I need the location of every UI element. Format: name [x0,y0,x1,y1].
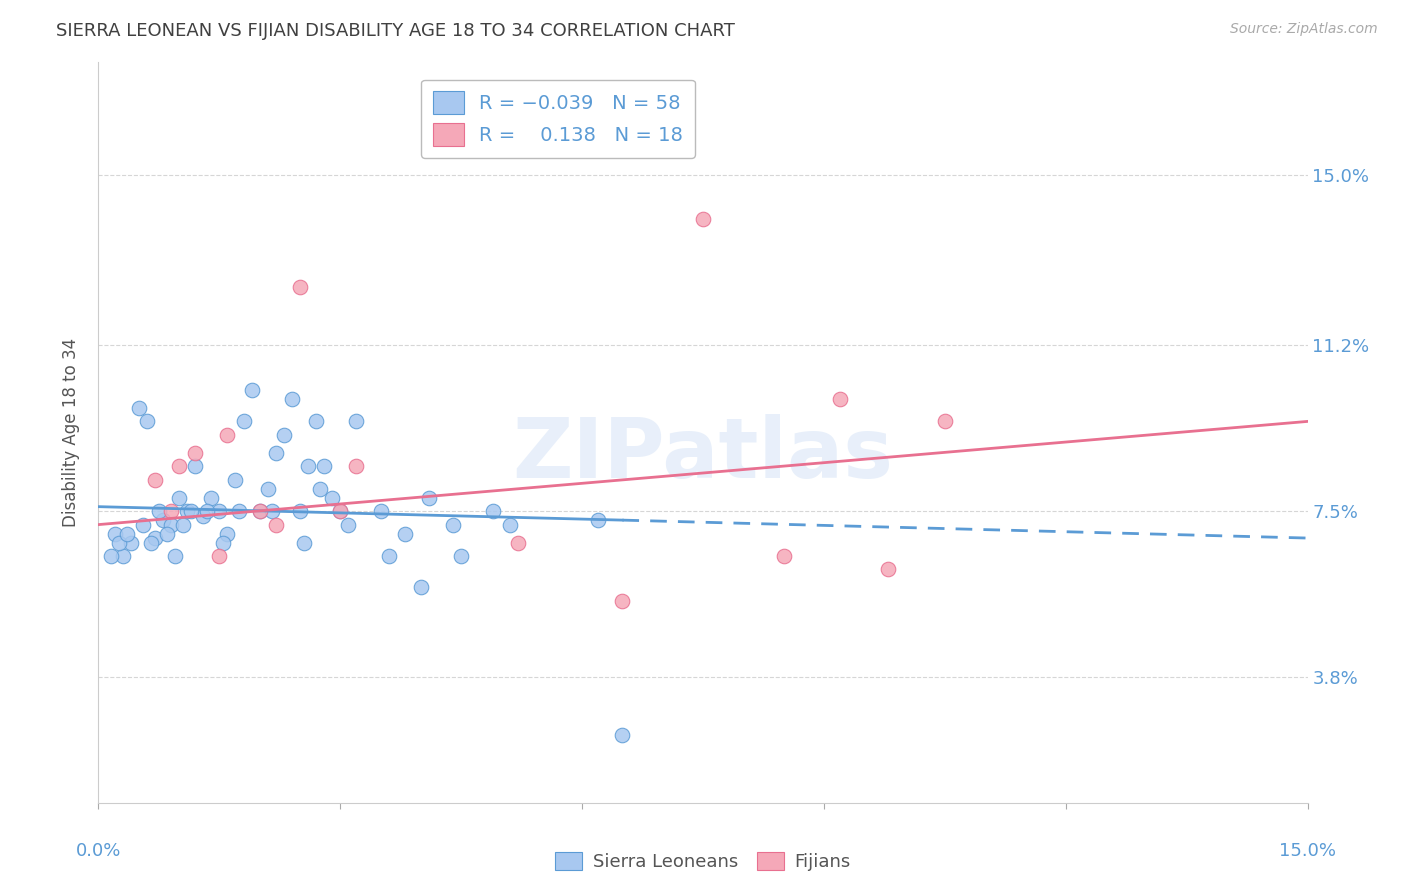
Point [370,504,392,518]
Point [281,392,304,406]
Point [772,549,794,563]
Point [305,414,328,428]
Text: 15.0%: 15.0% [1279,842,1336,860]
Point [167,491,190,505]
Point [228,504,250,518]
Point [264,517,287,532]
Point [409,581,432,595]
Point [441,517,464,532]
Point [160,504,183,518]
Point [180,504,202,518]
Point [314,459,336,474]
Point [329,504,352,518]
Point [195,504,218,518]
Point [148,504,170,518]
Point [193,508,215,523]
Point [156,526,179,541]
Y-axis label: Disability Age 18 to 34: Disability Age 18 to 34 [62,338,80,527]
Point [256,482,278,496]
Point [498,517,520,532]
Point [135,414,157,428]
Point [309,482,332,496]
Point [208,504,231,518]
Point [418,491,440,505]
Point [107,535,129,549]
Point [128,401,150,415]
Text: 0.0%: 0.0% [76,842,121,860]
Point [111,549,134,563]
Point [321,491,343,505]
Point [249,504,271,518]
Point [264,446,287,460]
Point [288,504,311,518]
Point [100,549,122,563]
Point [877,562,900,576]
Point [344,414,367,428]
Point [394,526,416,541]
Point [273,428,295,442]
Point [692,212,714,227]
Point [167,459,190,474]
Point [828,392,851,406]
Point [612,729,634,743]
Legend: Sierra Leoneans, Fijians: Sierra Leoneans, Fijians [548,845,858,879]
Point [152,513,174,527]
Point [139,535,162,549]
Point [103,526,125,541]
Point [120,535,142,549]
Text: ZIPatlas: ZIPatlas [513,414,893,495]
Point [212,535,235,549]
Point [217,428,239,442]
Point [450,549,472,563]
Point [217,526,239,541]
Legend: R = −​0.039   N = 58, R =    0.138   N = 18: R = −​0.039 N = 58, R = 0.138 N = 18 [420,79,695,158]
Point [377,549,399,563]
Point [143,473,166,487]
Point [337,517,360,532]
Text: SIERRA LEONEAN VS FIJIAN DISABILITY AGE 18 TO 34 CORRELATION CHART: SIERRA LEONEAN VS FIJIAN DISABILITY AGE … [56,22,735,40]
Point [208,549,231,563]
Point [143,531,166,545]
Point [184,446,207,460]
Point [934,414,956,428]
Point [329,504,352,518]
Point [200,491,222,505]
Point [297,459,319,474]
Point [260,504,283,518]
Point [176,504,198,518]
Point [163,549,186,563]
Text: Source: ZipAtlas.com: Source: ZipAtlas.com [1230,22,1378,37]
Point [292,535,315,549]
Point [232,414,254,428]
Point [132,517,155,532]
Point [240,383,263,397]
Point [586,513,609,527]
Point [506,535,529,549]
Point [224,473,246,487]
Point [344,459,367,474]
Point [160,517,183,532]
Point [249,504,271,518]
Point [184,459,207,474]
Point [288,280,311,294]
Point [115,526,138,541]
Point [612,594,634,608]
Point [172,517,194,532]
Point [482,504,505,518]
